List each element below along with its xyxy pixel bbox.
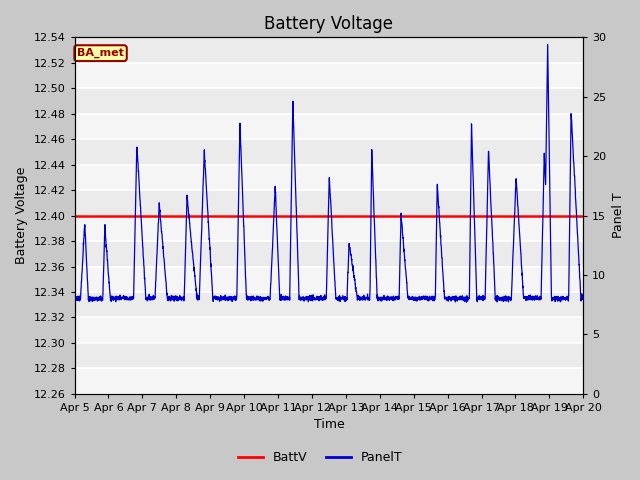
Legend: BattV, PanelT: BattV, PanelT	[232, 446, 408, 469]
Bar	[75, 63, 583, 88]
Bar	[75, 165, 583, 190]
Bar	[75, 266, 583, 292]
Bar	[75, 216, 583, 241]
Y-axis label: Panel T: Panel T	[612, 193, 625, 239]
Title: Battery Voltage: Battery Voltage	[264, 15, 394, 33]
X-axis label: Time: Time	[314, 419, 344, 432]
Bar	[75, 368, 583, 394]
Bar	[75, 114, 583, 139]
Bar	[75, 317, 583, 343]
Text: BA_met: BA_met	[77, 48, 124, 58]
Y-axis label: Battery Voltage: Battery Voltage	[15, 167, 28, 264]
